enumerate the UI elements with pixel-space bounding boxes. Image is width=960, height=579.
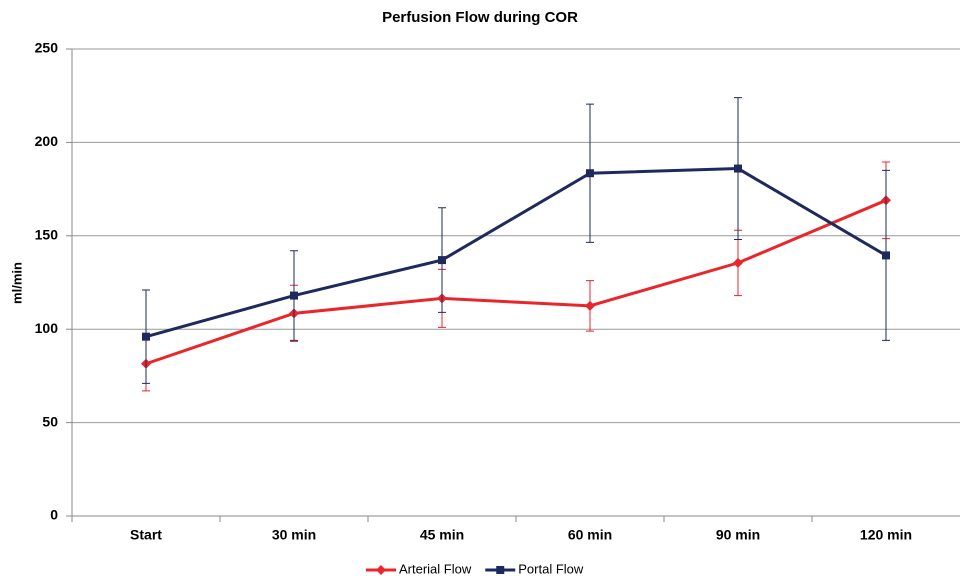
series-line: [145, 167, 887, 339]
marker: [586, 169, 594, 178]
x-tick-label: 120 min: [860, 527, 912, 543]
legend-marker: [376, 565, 386, 575]
x-tick-label: 90 min: [716, 527, 760, 543]
chart-title: Perfusion Flow during COR: [382, 9, 578, 26]
marker: [734, 164, 742, 173]
x-tick-label: 60 min: [568, 527, 612, 543]
marker: [882, 251, 890, 260]
legend-marker: [496, 566, 505, 574]
y-tick-label: 0: [50, 507, 58, 523]
x-tick-label: Start: [130, 527, 162, 543]
y-tick-label: 200: [35, 133, 59, 149]
marker: [585, 300, 595, 311]
legend-label: Arterial Flow: [399, 561, 472, 576]
marker: [733, 257, 743, 268]
y-tick-label: 250: [35, 40, 59, 56]
x-tick-label: 30 min: [272, 527, 316, 543]
x-tick-label: 45 min: [420, 527, 464, 543]
y-tick-label: 50: [42, 413, 58, 429]
marker: [290, 291, 298, 300]
marker: [142, 332, 150, 341]
y-axis-label: ml/min: [9, 262, 24, 304]
y-tick-label: 100: [35, 320, 59, 336]
y-tick-label: 150: [35, 227, 59, 243]
legend-label: Portal Flow: [518, 561, 584, 576]
series-line: [145, 198, 887, 366]
marker: [438, 256, 446, 265]
